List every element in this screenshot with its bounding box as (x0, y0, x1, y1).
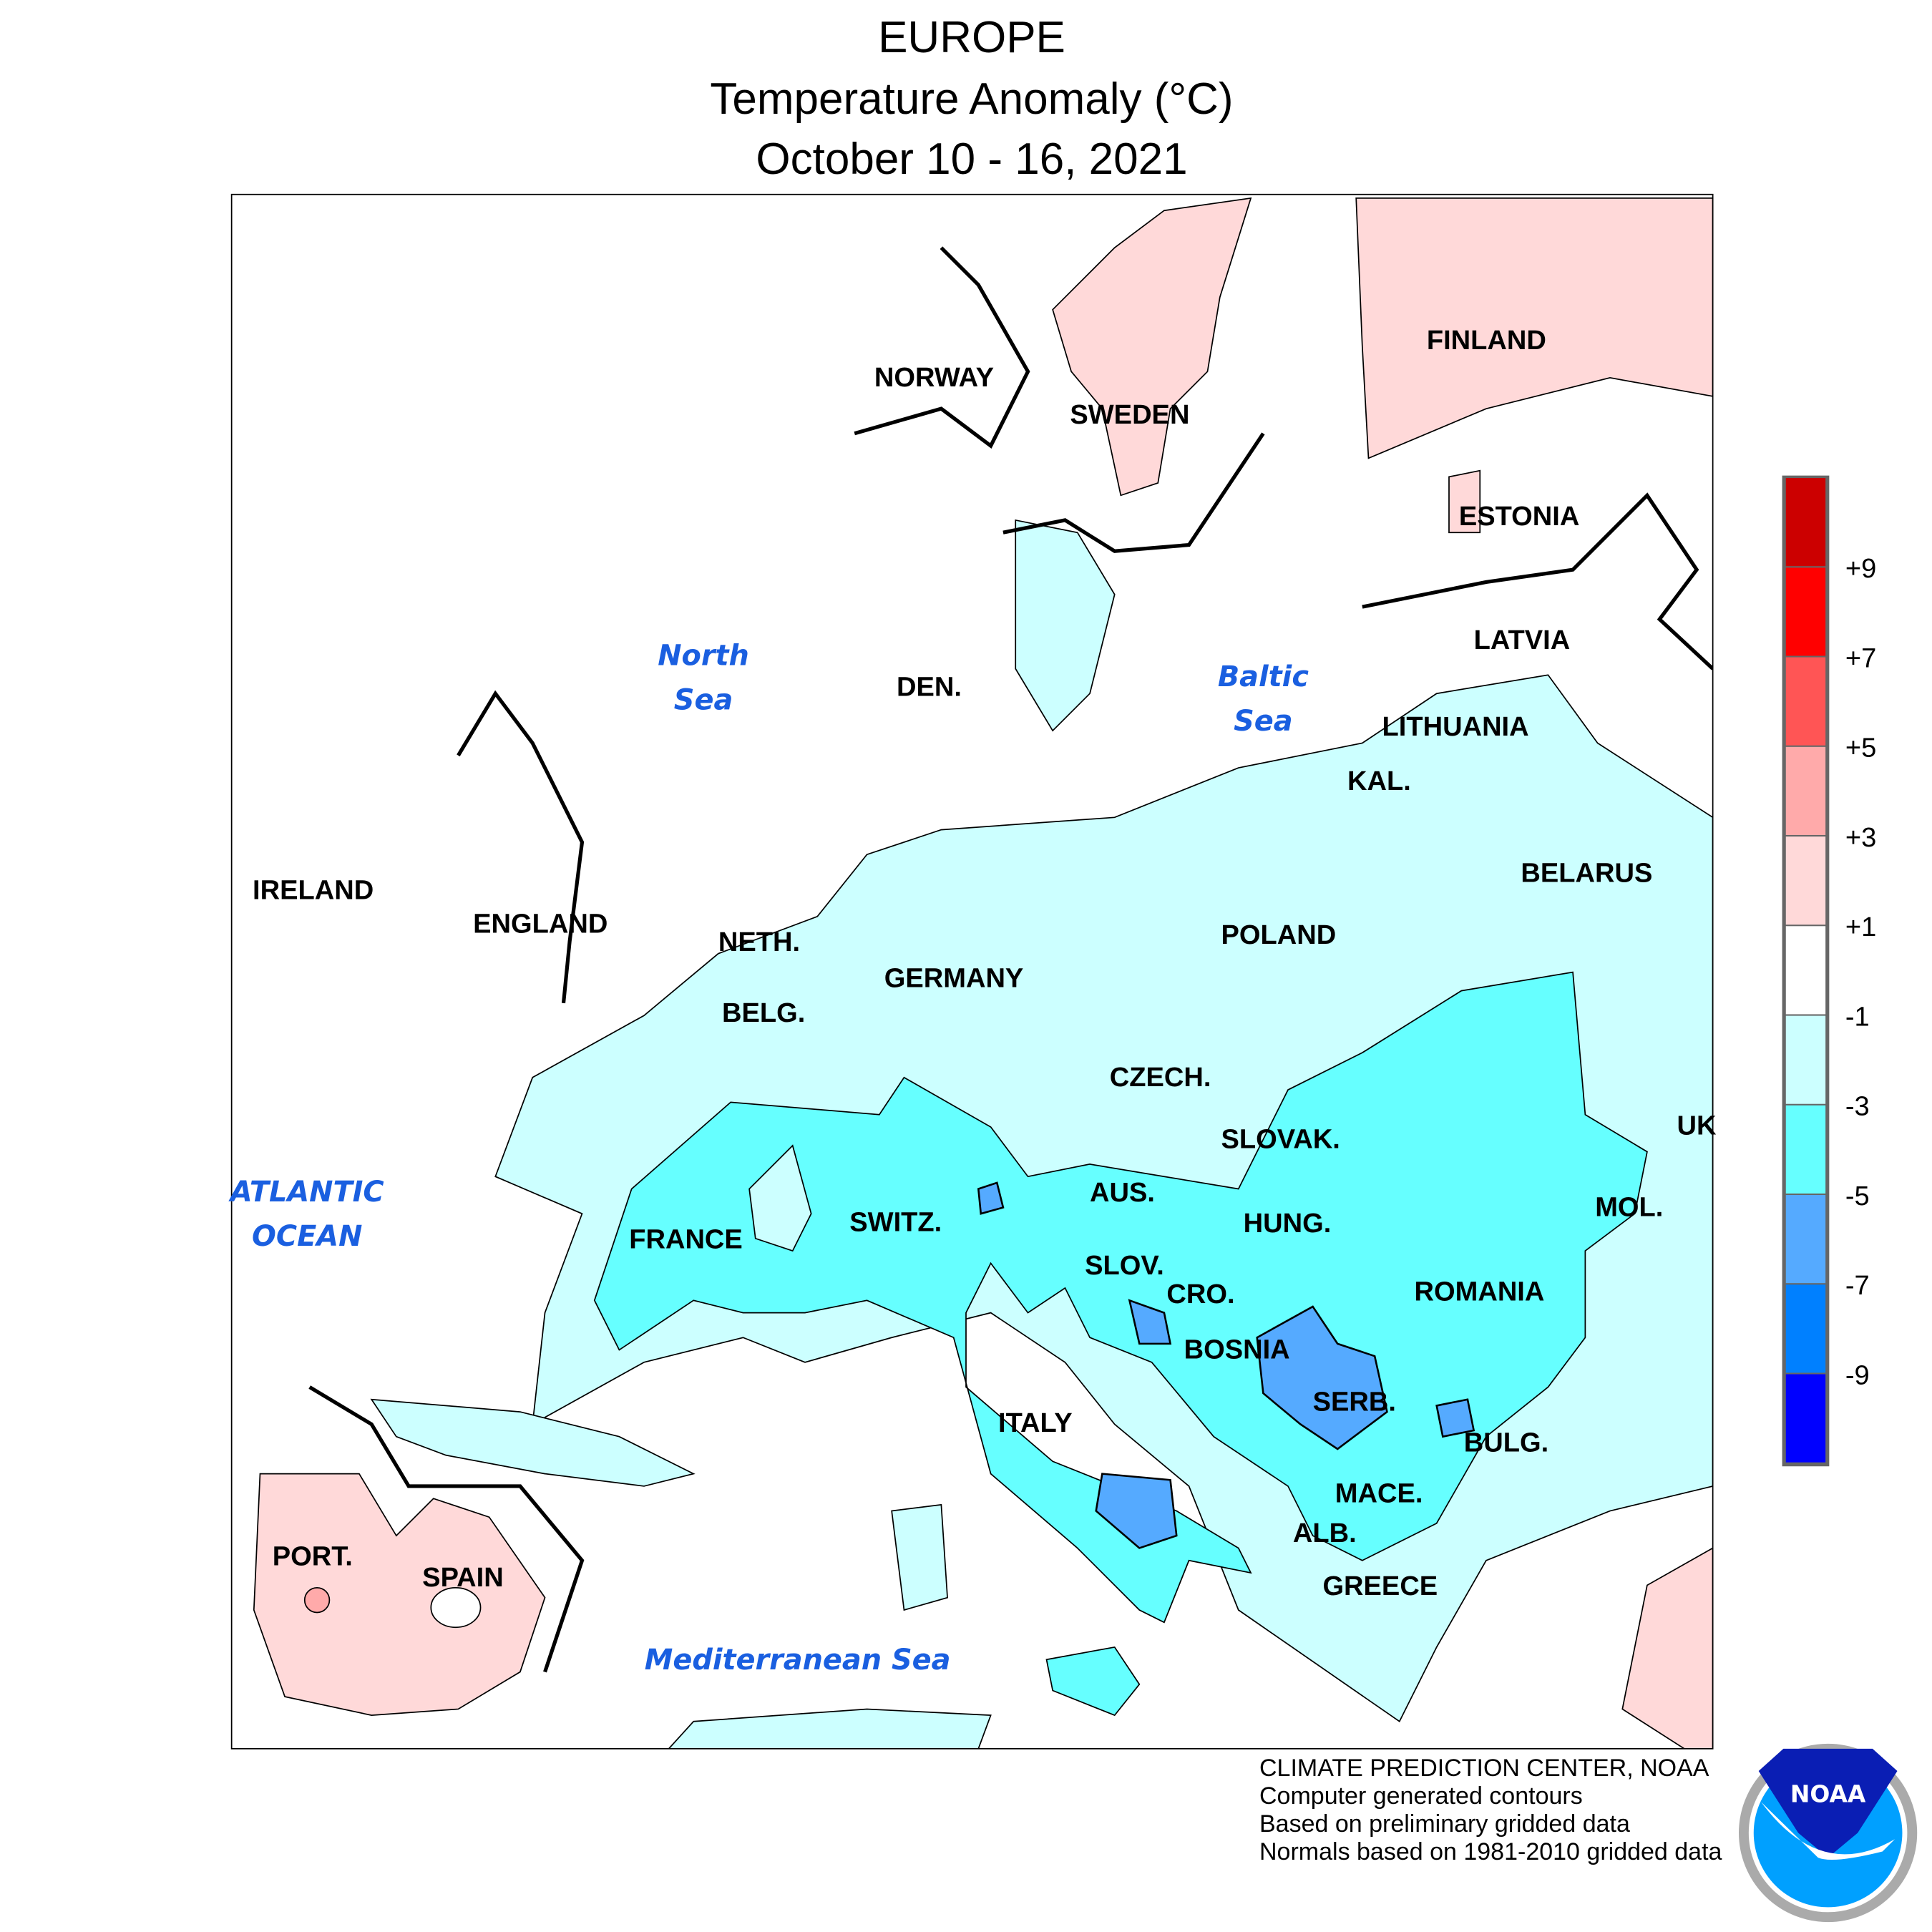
anomaly-region-serbia (1256, 1305, 1388, 1450)
label-ukraine: UK (1677, 1111, 1716, 1141)
credit-line-1: CLIMATE PREDICTION CENTER, NOAA (1259, 1755, 1709, 1782)
legend-bin (1785, 746, 1826, 835)
label-moldova: MOL. (1595, 1193, 1663, 1223)
anomaly-region-turkey (1621, 1547, 1713, 1749)
legend-bin (1785, 926, 1826, 1015)
label-bosnia: BOSNIA (1184, 1335, 1290, 1365)
zero-contours (308, 246, 1713, 1673)
anomaly-region-switz (977, 1181, 1005, 1215)
label-hungary: HUNG. (1244, 1209, 1332, 1239)
label-baltic-sea: Baltic (1218, 660, 1309, 693)
anomaly-region-croatia (1128, 1299, 1172, 1345)
map-subtitle: Temperature Anomaly (°C) (710, 74, 1234, 124)
label-lithuania: LITHUANIA (1382, 712, 1529, 742)
anomaly-region-bulgaria (1435, 1398, 1475, 1438)
label-sweden: SWEDEN (1070, 400, 1189, 430)
anomaly-region-baltic-north (1015, 519, 1116, 732)
anomaly-region-sicily (1045, 1646, 1141, 1717)
legend-tick-label: +3 (1845, 823, 1876, 853)
label-ireland: IRELAND (253, 876, 374, 906)
label-germany: GERMANY (884, 963, 1024, 993)
credit-line-3: Based on preliminary gridded data (1259, 1810, 1630, 1838)
label-romania: ROMANIA (1415, 1277, 1545, 1307)
label-belarus: BELARUS (1521, 858, 1652, 888)
label-greece: GREECE (1322, 1571, 1438, 1601)
label-czechia: CZECH. (1110, 1063, 1211, 1093)
anomaly-region-africa (668, 1708, 992, 1749)
legend-bin (1785, 657, 1826, 746)
legend-tick-label: +5 (1845, 733, 1876, 763)
anomaly-region-sweden (1052, 197, 1252, 497)
anomaly-region-finland (1355, 197, 1713, 459)
map-region-title: EUROPE (878, 13, 1065, 62)
legend-bin (1785, 567, 1826, 656)
label-kaliningrad: KAL. (1347, 766, 1411, 796)
label-slovakia: SLOVAK. (1221, 1124, 1340, 1154)
legend-bin (1785, 1015, 1826, 1104)
label-switzerland: SWITZ. (849, 1207, 942, 1237)
label-portugal: PORT. (273, 1542, 353, 1572)
france-inner-island (748, 1144, 812, 1252)
label-north-sea-2: Sea (674, 684, 733, 717)
label-austria: AUS. (1090, 1178, 1155, 1208)
noaa-logo-text: NOAA (1790, 1780, 1866, 1807)
label-croatia: CRO. (1166, 1279, 1234, 1309)
label-albania: ALB. (1293, 1518, 1357, 1548)
anomaly-region-minus3-to-minus5 (593, 971, 1648, 1624)
label-atlantic: ATLANTIC (228, 1176, 384, 1209)
label-atlantic-2: OCEAN (252, 1220, 362, 1253)
label-estonia: ESTONIA (1459, 502, 1580, 532)
label-england: ENGLAND (473, 909, 608, 939)
legend-bin (1785, 478, 1826, 567)
credit-line-4: Normals based on 1981-2010 gridded data (1259, 1838, 1722, 1865)
label-spain: SPAIN (422, 1563, 503, 1593)
legend-bin (1785, 1105, 1826, 1194)
label-belgium: BELG. (722, 998, 805, 1028)
credit-line-2: Computer generated contours (1259, 1782, 1583, 1810)
map-frame (230, 193, 1714, 1750)
label-north-sea: North (658, 639, 749, 672)
date-range: October 10 - 16, 2021 (756, 135, 1188, 184)
legend-tick-label: +9 (1845, 554, 1876, 584)
label-baltic-sea-2: Sea (1234, 705, 1293, 738)
anomaly-region-iberia (253, 1473, 546, 1716)
label-finland: FINLAND (1427, 326, 1546, 356)
sea-labels: North Sea Baltic Sea ATLANTIC OCEAN Medi… (228, 639, 1309, 1677)
label-mediterranean: Mediterranean Sea (645, 1644, 951, 1677)
legend-tick-label: +7 (1845, 643, 1876, 673)
legend-bin (1785, 1195, 1826, 1284)
anomaly-region-sardinia (891, 1503, 948, 1611)
anomaly-region-spain-inner (430, 1586, 482, 1629)
anomaly-region-portugal-warm (303, 1586, 331, 1614)
map-shading (231, 194, 1713, 1749)
label-slovenia: SLOV. (1085, 1251, 1164, 1281)
color-legend: +9 +7 +5 +3 +1 -1 -3 -5 -7 -9 (1782, 475, 1876, 1467)
legend-tick-label: -1 (1845, 1002, 1870, 1032)
label-norway: NORWAY (874, 363, 994, 393)
label-macedonia: MACE. (1335, 1478, 1423, 1508)
label-serbia: SERB. (1313, 1387, 1396, 1417)
label-bulgaria: BULG. (1464, 1428, 1548, 1458)
legend-tick-label: -7 (1845, 1271, 1870, 1301)
label-italy: ITALY (998, 1408, 1073, 1438)
label-netherlands: NETH. (718, 927, 800, 957)
noaa-logo: NOAA (1739, 1743, 1918, 1923)
label-france: FRANCE (629, 1225, 743, 1255)
country-labels: NORWAY SWEDEN FINLAND ESTONIA LATVIA LIT… (253, 326, 1717, 1601)
anomaly-region-iberia-north (370, 1398, 696, 1487)
legend-tick-label: -9 (1845, 1360, 1870, 1390)
anomaly-region-estonia (1448, 469, 1481, 534)
label-denmark: DEN. (897, 673, 962, 703)
credits: CLIMATE PREDICTION CENTER, NOAA Computer… (1259, 1755, 1722, 1866)
label-poland: POLAND (1221, 920, 1337, 950)
legend-tick-label: -5 (1845, 1181, 1870, 1211)
legend-bin (1785, 836, 1826, 925)
legend-tick-label: +1 (1845, 912, 1876, 942)
anomaly-region-italy (1095, 1473, 1178, 1549)
legend-tick-label: -3 (1845, 1092, 1870, 1122)
legend-bin (1785, 1284, 1826, 1373)
label-latvia: LATVIA (1474, 625, 1571, 655)
legend-bin (1785, 1374, 1826, 1463)
